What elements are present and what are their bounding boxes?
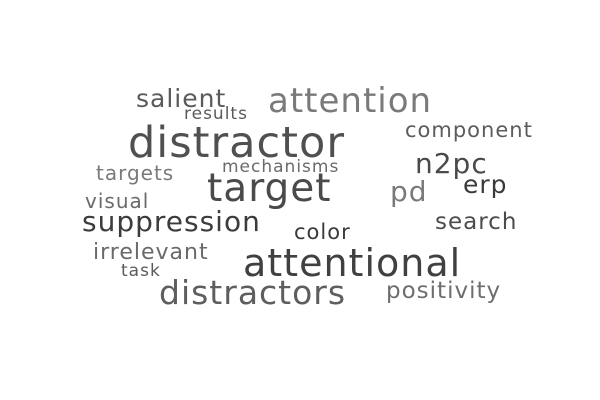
- word-targets: targets: [96, 161, 175, 185]
- word-attention: attention: [268, 81, 433, 121]
- word-target: target: [207, 166, 332, 211]
- word-suppression: suppression: [82, 205, 261, 238]
- word-color: color: [294, 220, 351, 244]
- word-n2pc: n2pc: [415, 147, 488, 180]
- word-search: search: [435, 209, 518, 235]
- word-attentional: attentional: [243, 241, 462, 285]
- word-results: results: [184, 104, 248, 124]
- word-distractors: distractors: [159, 273, 347, 312]
- word-positivity: positivity: [386, 278, 502, 304]
- word-erp: erp: [463, 170, 508, 199]
- word-distractor: distractor: [128, 118, 346, 168]
- word-pd: pd: [390, 175, 428, 208]
- word-component: component: [405, 118, 533, 142]
- word-salient: salient: [136, 84, 227, 113]
- word-mechanisms: mechanisms: [222, 157, 340, 177]
- word-task: task: [121, 261, 161, 281]
- word-irrelevant: irrelevant: [93, 240, 209, 265]
- word-visual: visual: [85, 189, 150, 213]
